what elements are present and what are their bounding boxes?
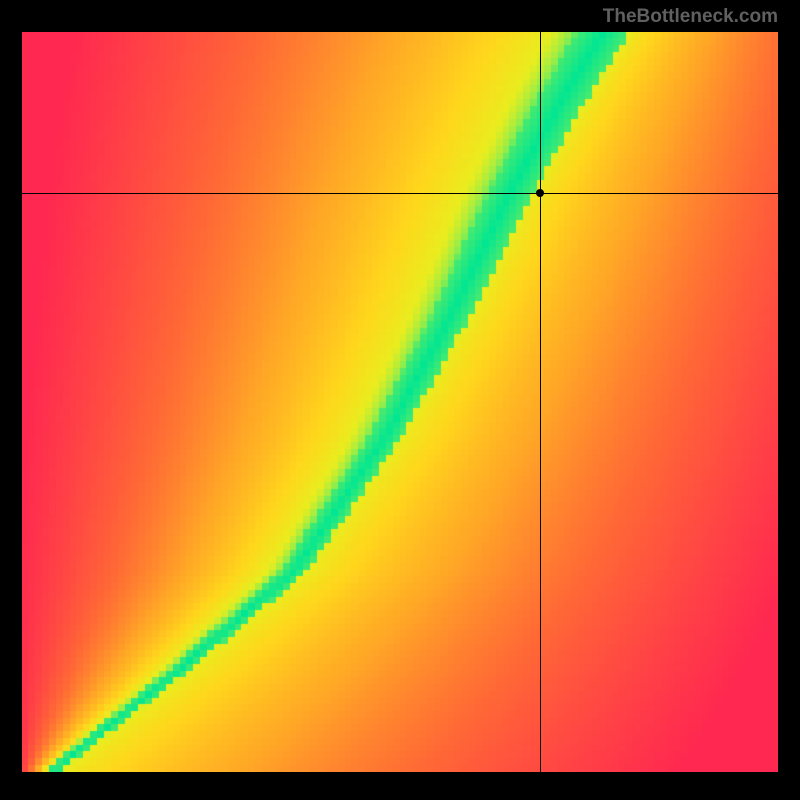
- heatmap-plot: [22, 32, 778, 772]
- crosshair-marker: [536, 189, 544, 197]
- heatmap-canvas: [22, 32, 778, 772]
- watermark-text: TheBottleneck.com: [603, 6, 778, 28]
- crosshair-vertical: [540, 32, 541, 772]
- crosshair-horizontal: [22, 193, 778, 194]
